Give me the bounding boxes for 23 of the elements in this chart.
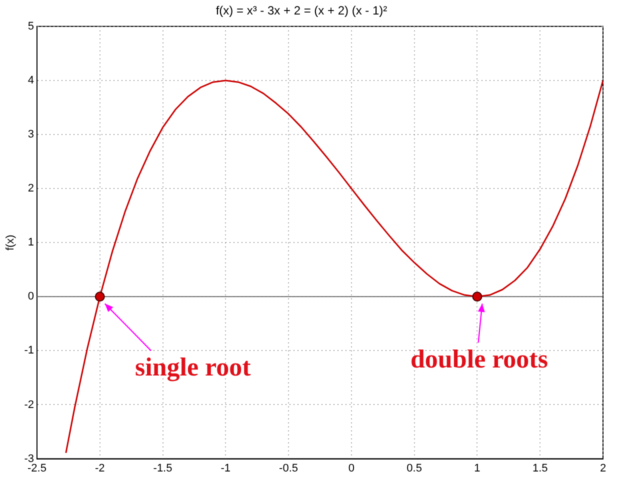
y-tick-label: 1 xyxy=(28,236,34,249)
x-tick-label: 1 xyxy=(474,462,480,474)
y-tick-label: 3 xyxy=(28,128,34,141)
y-tick-label: 2 xyxy=(28,182,34,195)
y-axis-title: f(x) xyxy=(4,234,17,251)
x-tick-label: 2 xyxy=(600,462,606,474)
x-tick-label: -2.5 xyxy=(27,462,46,474)
x-tick-label: 1.5 xyxy=(532,462,548,474)
x-tick-label: 0 xyxy=(348,462,354,474)
y-tick-label: 0 xyxy=(28,290,34,303)
annotation: single root xyxy=(134,352,252,382)
x-tick-label: -2 xyxy=(94,462,105,474)
x-tick-label: -0.5 xyxy=(279,462,298,474)
annotation: double roots xyxy=(410,344,548,374)
y-tick-label: -2 xyxy=(24,398,34,411)
x-tick-label: -1 xyxy=(220,462,231,474)
x-tick-label: 0.5 xyxy=(406,462,422,474)
y-tick-label: -1 xyxy=(24,344,34,357)
x-tick-label: -1.5 xyxy=(153,462,172,474)
y-tick-label: -3 xyxy=(24,452,34,465)
y-tick-label: 5 xyxy=(28,20,34,32)
chart-title: f(x) = x³ - 3x + 2 = (x + 2) (x - 1)² xyxy=(216,4,388,18)
y-tick-label: 4 xyxy=(28,74,34,86)
